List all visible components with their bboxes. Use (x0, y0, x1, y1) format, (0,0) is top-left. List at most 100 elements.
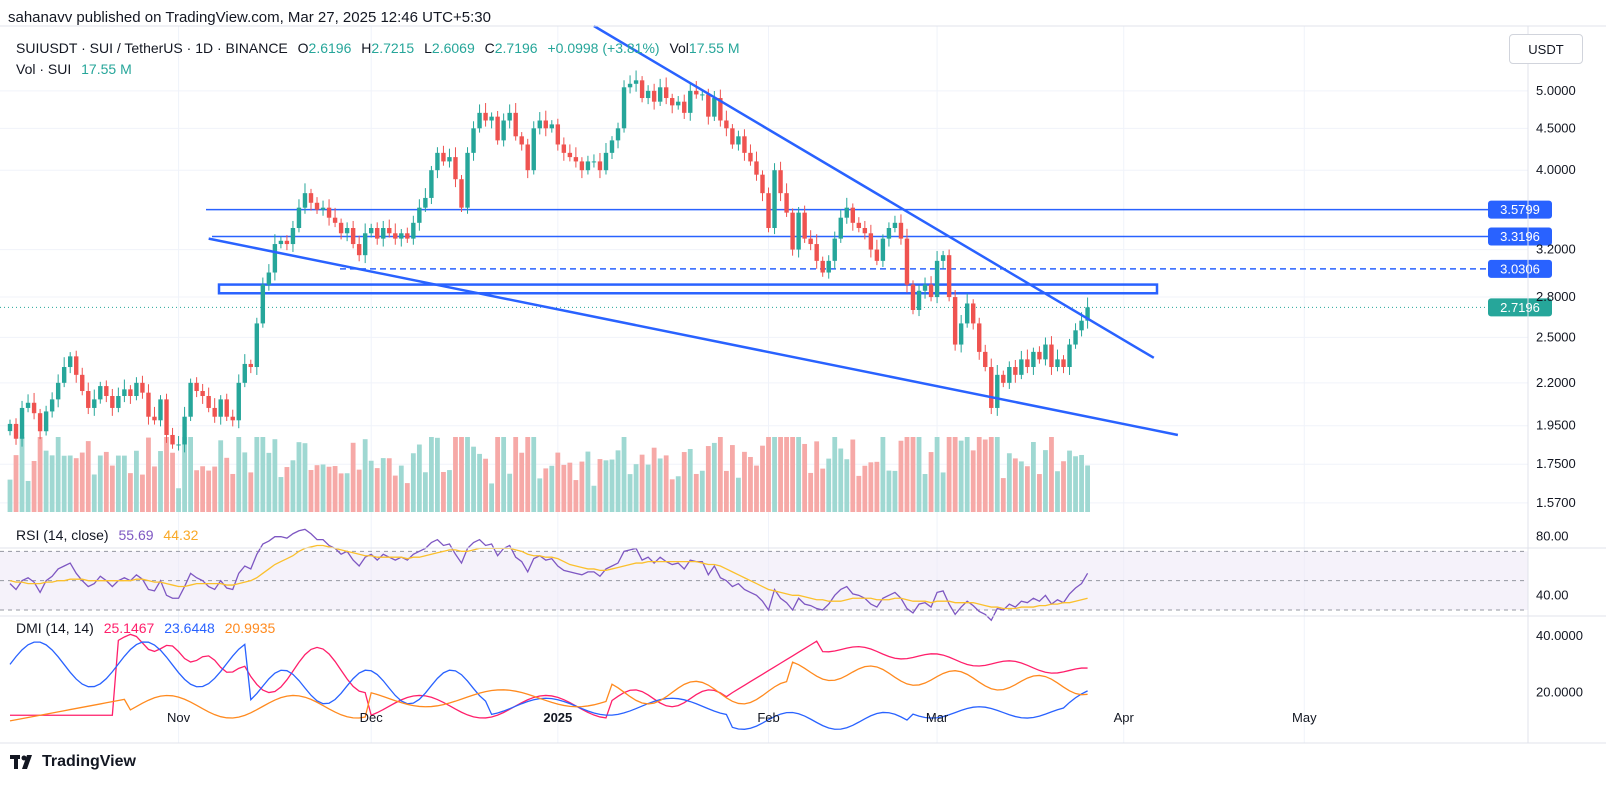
candle-body (465, 152, 470, 208)
candle-body (1073, 330, 1078, 345)
volume-bar (982, 439, 988, 512)
volume-bar (260, 437, 266, 512)
candle-body (140, 382, 145, 393)
candle-body (266, 272, 272, 285)
candle-body (405, 233, 410, 239)
candle-body (989, 367, 994, 408)
volume-bar (97, 455, 103, 512)
volume-bar (567, 462, 573, 512)
currency-button[interactable]: USDT (1509, 34, 1583, 64)
volume-bar (459, 437, 464, 512)
candle-body (796, 212, 801, 250)
volume-bar (248, 472, 254, 512)
candle-body (242, 363, 247, 383)
dmi-pane: 40.0000 20.0000 (9, 628, 1583, 730)
price-legend: SUIUSDT · SUI / TetherUS · 1D · BINANCE … (16, 40, 740, 56)
candle-body (760, 174, 765, 194)
candle-body (158, 399, 163, 421)
price-tick-label: 1.7500 (1536, 456, 1576, 471)
volume-bar (489, 483, 494, 512)
candle-body (537, 120, 542, 129)
volume-bar (892, 470, 898, 512)
candle-body (344, 228, 350, 234)
candle-body (302, 193, 308, 208)
volume-bar (693, 473, 699, 512)
volume-bar (543, 468, 549, 512)
symbol-title[interactable]: SUIUSDT · SUI / TetherUS · 1D · BINANCE (16, 40, 288, 56)
level-tag-label: 3.0306 (1500, 261, 1540, 276)
volume-bar (447, 470, 452, 512)
tradingview-brand[interactable]: TradingView (10, 753, 136, 771)
adx-value: 20.9935 (224, 620, 276, 636)
volume-bar (651, 447, 657, 512)
candle-body (724, 120, 729, 129)
tradingview-logo-icon (10, 755, 32, 769)
volume-bar (922, 474, 928, 512)
footer-brand-label: TradingView (42, 753, 136, 770)
candle-body (651, 90, 657, 102)
rsi-tick-label: 80.00 (1536, 529, 1569, 544)
candle-body (573, 157, 579, 162)
candle-body (489, 116, 494, 121)
volume-bar (904, 437, 910, 512)
candle-body (682, 101, 687, 113)
candle-body (615, 128, 621, 141)
candle-body (1085, 307, 1090, 321)
candle-body (712, 98, 717, 117)
candle-body (862, 228, 868, 234)
candle-body (128, 389, 133, 397)
volume-bar (736, 477, 741, 512)
volume-bar (410, 453, 416, 512)
candle-body (754, 161, 759, 175)
volume-bar (772, 437, 777, 512)
volume-bar (356, 469, 362, 512)
candle-body (772, 170, 777, 229)
volume-bar (723, 470, 729, 512)
candle-body (952, 297, 958, 345)
volume-bar (55, 437, 61, 512)
candle-body (676, 101, 681, 106)
candle-body (543, 120, 548, 129)
candle-body (435, 152, 440, 171)
time-axis[interactable]: Nov Dec 2025 Feb Mar Apr May (167, 710, 1317, 725)
volume-bar (79, 452, 85, 512)
volume-bar (140, 474, 145, 512)
volume-bar (194, 470, 200, 512)
candle-body (880, 238, 886, 261)
volume-bar (609, 459, 615, 512)
candle-body (946, 255, 952, 298)
candle-body (49, 399, 55, 412)
candle-body (748, 152, 753, 162)
volume-bar (308, 470, 314, 512)
candle-body (194, 382, 199, 392)
volume-legend: Vol · SUI 17.55 M (16, 61, 132, 77)
candle-body (375, 228, 380, 239)
candle-body (922, 284, 928, 291)
candle-body (790, 212, 795, 250)
volume-bar (314, 465, 320, 512)
level-tag-box (1488, 298, 1552, 317)
volume-bar (272, 439, 278, 512)
candle-body (868, 233, 874, 250)
candle-body (278, 240, 284, 245)
price-axis[interactable]: 5.0000 4.5000 4.0000 3.2000 2.8000 2.5000 2.20… (1536, 83, 1576, 510)
volume-bar (748, 456, 753, 512)
volume-bar (91, 474, 97, 512)
volume-bar (585, 451, 591, 512)
volume-bar (103, 451, 109, 512)
volume-bar (182, 437, 187, 512)
volume-bar (928, 452, 934, 512)
candle-body (838, 217, 843, 239)
time-tick-nov: Nov (167, 710, 191, 725)
volume-bar (465, 437, 470, 512)
candle-body (718, 98, 723, 121)
candle-body (958, 323, 964, 345)
candle-body (248, 363, 253, 368)
candlestick-series (7, 70, 1090, 453)
candle-body (387, 228, 392, 234)
volume-bar (164, 437, 169, 512)
di-plus-value: 25.1467 (103, 620, 155, 636)
volume-value: 17.55 M (688, 40, 740, 56)
trendline-upper (593, 24, 1155, 359)
